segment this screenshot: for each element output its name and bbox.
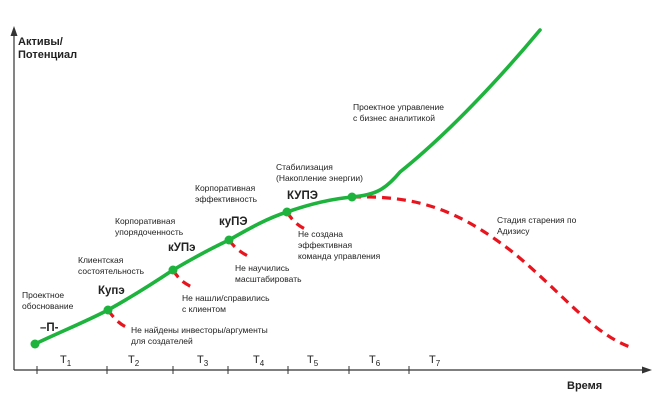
period-label: T5	[307, 354, 319, 368]
stage-labels: Проектное обоснование –П- Клиентская сос…	[22, 102, 444, 334]
stage-1-label-line2: обоснование	[22, 301, 74, 311]
stage-4-label-line2: эффективность	[195, 194, 258, 204]
period-label: T1	[60, 354, 72, 368]
stage-4-code: куПЭ	[219, 216, 248, 228]
failure-1-line1: Не найдены инвесторы/аргументы	[131, 325, 268, 335]
stage-5-label-line1: Стабилизация	[276, 162, 333, 172]
stage-2-code: Купэ	[98, 285, 125, 297]
top-stage-label-line1: Проектное управление	[353, 102, 444, 112]
decline-curve-aging	[351, 195, 631, 349]
stage-2-label-line2: состоятельность	[78, 266, 145, 276]
x-axis-label: Время	[567, 380, 602, 392]
stage-point	[103, 305, 113, 315]
top-stage-label-line2: с бизнес аналитикой	[353, 113, 435, 123]
stage-3-code: кУПэ	[168, 242, 196, 254]
y-axis-label-line2: Потенциал	[18, 49, 77, 61]
period-label: T6	[369, 354, 381, 368]
period-label: T4	[253, 354, 265, 368]
failure-2-line1: Не нашли/справились	[182, 293, 270, 303]
stage-point	[168, 265, 178, 275]
failure-4-line2: эффективная	[298, 240, 352, 250]
stage-3-label-line2: упорядоченность	[115, 227, 184, 237]
failure-4-line3: команда управления	[298, 251, 381, 261]
y-axis-label-line1: Активы/	[18, 36, 63, 48]
stage-2-label-line1: Клиентская	[78, 255, 124, 265]
growth-curve	[33, 28, 542, 346]
stage-point	[224, 235, 234, 245]
stage-5-label-line2: (Накопление энергии)	[276, 173, 363, 183]
axes: Активы/ Потенциал Время	[10, 26, 652, 392]
failure-4-line1: Не создана	[298, 229, 343, 239]
stage-points	[30, 192, 357, 349]
stage-1-code: –П-	[40, 322, 59, 334]
period-label: T2	[128, 354, 140, 368]
x-axis-arrow-icon	[642, 366, 652, 374]
stage-1-label-line1: Проектное	[22, 290, 64, 300]
failure-3-line1: Не научились	[235, 263, 290, 273]
stage-point	[282, 207, 292, 217]
period-label: T7	[429, 354, 441, 368]
stage-point	[347, 192, 357, 202]
failure-2-line2: с клиентом	[182, 304, 226, 314]
failure-1-line2: для создателей	[131, 336, 193, 346]
stage-4-label-line1: Корпоративная	[195, 183, 256, 193]
y-axis-arrow-icon	[10, 26, 18, 36]
aging-label-line1: Стадия старения по	[497, 215, 577, 225]
period-label: T3	[197, 354, 209, 368]
stage-3-label-line1: Корпоративная	[115, 216, 176, 226]
period-labels: T1 T2 T3 T4 T5 T6 T7	[60, 354, 441, 368]
failure-3-line2: масштабировать	[235, 274, 302, 284]
aging-label-line2: Адизису	[497, 226, 530, 236]
stage-point	[30, 339, 40, 349]
x-axis-ticks	[36, 366, 410, 374]
failure-labels: Не найдены инвесторы/аргументы для созда…	[131, 215, 577, 346]
stage-5-code: КУПЭ	[287, 190, 318, 202]
